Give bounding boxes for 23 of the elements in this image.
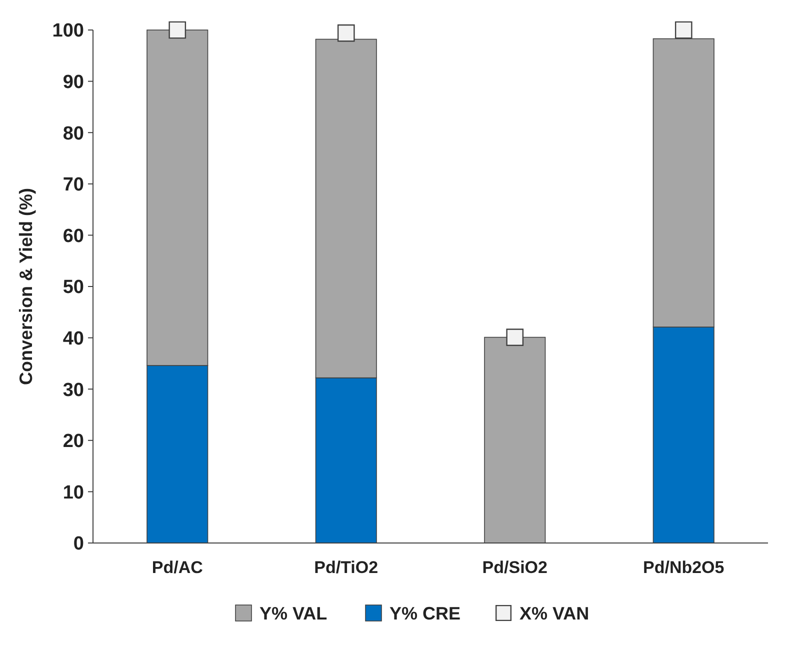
y-tick-label: 90 bbox=[62, 72, 84, 93]
y-tick-label: 70 bbox=[62, 174, 84, 196]
x-tick-label: Pd/Nb2O5 bbox=[643, 558, 724, 577]
y-tick-label: 20 bbox=[62, 431, 84, 452]
legend-label: Y% VAL bbox=[260, 603, 328, 624]
y-axis-title: Conversion & Yield (%) bbox=[16, 188, 36, 386]
y-tick-label: 100 bbox=[52, 20, 84, 42]
x-tick-label: Pd/TiO2 bbox=[314, 558, 378, 577]
y-tick-label: 50 bbox=[62, 277, 84, 298]
point bbox=[506, 328, 524, 346]
point bbox=[337, 24, 355, 42]
y-tick-label: 30 bbox=[62, 380, 84, 401]
legend-label: X% VAN bbox=[520, 603, 590, 624]
x-tick-label: Pd/SiO2 bbox=[482, 558, 548, 577]
point bbox=[168, 21, 186, 39]
y-tick-label: 0 bbox=[73, 534, 84, 555]
x-tick-label: Pd/AC bbox=[152, 558, 203, 577]
point bbox=[674, 21, 692, 39]
legend-label: Y% CRE bbox=[390, 603, 461, 624]
y-tick-label: 80 bbox=[62, 123, 84, 144]
y-tick-label: 60 bbox=[62, 226, 84, 247]
y-tick-label: 40 bbox=[62, 328, 84, 350]
y-tick-label: 10 bbox=[62, 482, 84, 504]
